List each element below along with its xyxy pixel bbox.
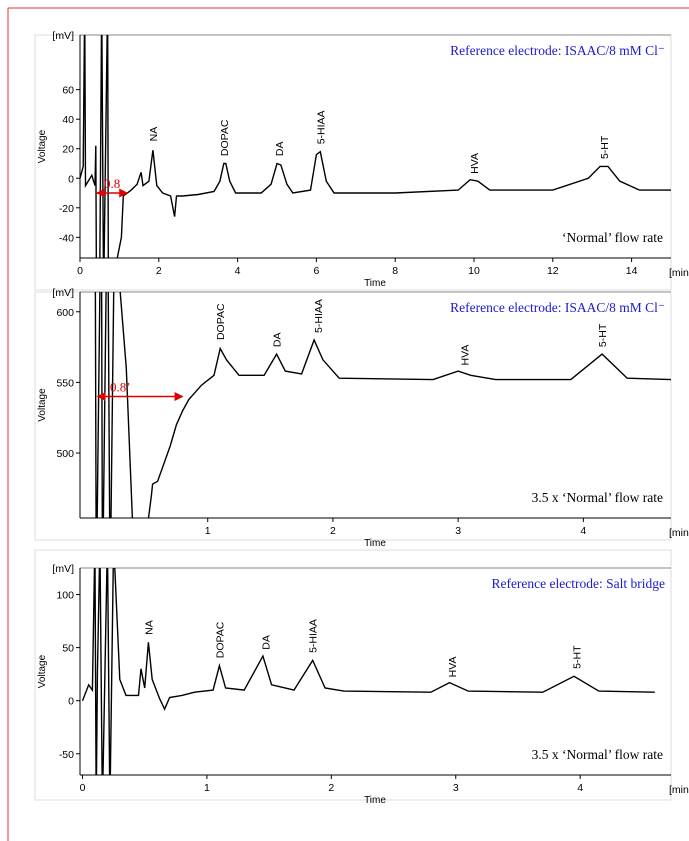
peak-label: DOPAC [214,621,226,658]
x-unit: [min.] [669,784,689,796]
x-unit: [min.] [669,527,689,539]
peak-label: 5-HIAA [313,299,325,333]
x-tick-label: 0 [77,265,83,277]
y-tick-label: 0 [68,173,74,185]
legend: Reference electrode: ISAAC/8 mM Cl⁻ [450,300,665,315]
y-tick-label: 40 [62,114,74,126]
y-axis-title: Voltage [37,129,48,163]
flow-note: 3.5 x ‘Normal’ flow rate [532,490,663,505]
x-tick-label: 0 [80,782,86,794]
y-unit: [mV] [52,287,74,299]
peak-label: DOPAC [215,303,227,340]
y-tick-label: 0 [68,696,74,708]
arrow-label: 0.8 [104,176,120,191]
peak-label: NA [143,620,155,635]
peak-label: NA [148,127,160,142]
peak-label: HVA [447,657,459,678]
y-tick-label: 550 [56,377,74,389]
y-unit: [mV] [52,563,74,575]
x-tick-label: 2 [156,265,162,277]
x-tick-label: 3 [455,525,461,537]
legend: Reference electrode: Salt bridge [491,576,665,591]
y-tick-label: -40 [59,232,74,244]
peak-label: DOPAC [219,119,231,156]
x-tick-label: 6 [313,265,319,277]
y-tick-label: 50 [62,643,74,655]
peak-label: 5-HIAA [315,110,327,144]
y-tick-label: 600 [56,307,74,319]
peak-label: 5-HT [599,135,611,159]
peak-label: 5-HT [597,323,609,347]
y-tick-label: -20 [59,203,74,215]
y-tick-label: 60 [62,85,74,97]
y-axis-title: Voltage [37,388,48,422]
flow-note: ‘Normal’ flow rate [562,230,663,245]
x-tick-label: 4 [235,265,241,277]
x-tick-label: 14 [626,265,638,277]
x-axis-title: Time [364,538,386,549]
y-tick-label: 500 [56,448,74,460]
peak-label: DA [274,142,286,157]
x-axis-title: Time [364,278,386,289]
peak-label: 5-HIAA [308,619,320,653]
peak-label: 5-HT [571,645,583,669]
flow-note: 3.5 x ‘Normal’ flow rate [532,747,663,762]
trace [80,35,671,258]
x-tick-label: 10 [468,265,480,277]
x-tick-label: 8 [392,265,398,277]
x-unit: [min.] [669,267,689,279]
x-tick-label: 4 [580,525,586,537]
legend: Reference electrode: ISAAC/8 mM Cl⁻ [450,43,665,58]
arrow-label: 0.8’ [110,380,131,395]
y-tick-label: 20 [62,144,74,156]
peak-label: HVA [469,153,481,174]
trace [81,568,655,775]
peak-label: DA [260,635,272,650]
panel-border [34,34,672,291]
y-tick-label: -50 [59,749,74,761]
peak-label: HVA [459,345,471,366]
peak-label: DA [272,332,284,347]
x-tick-label: 3 [453,782,459,794]
x-tick-label: 1 [205,525,211,537]
y-tick-label: 100 [56,590,74,602]
x-tick-label: 12 [547,265,559,277]
x-tick-label: 4 [577,782,583,794]
trace [94,292,671,518]
x-tick-label: 1 [204,782,210,794]
y-axis-title: Voltage [37,654,48,688]
panel-border [34,549,672,801]
y-unit: [mV] [52,30,74,42]
x-axis-title: Time [364,795,386,806]
x-tick-label: 2 [328,782,334,794]
x-tick-label: 2 [330,525,336,537]
